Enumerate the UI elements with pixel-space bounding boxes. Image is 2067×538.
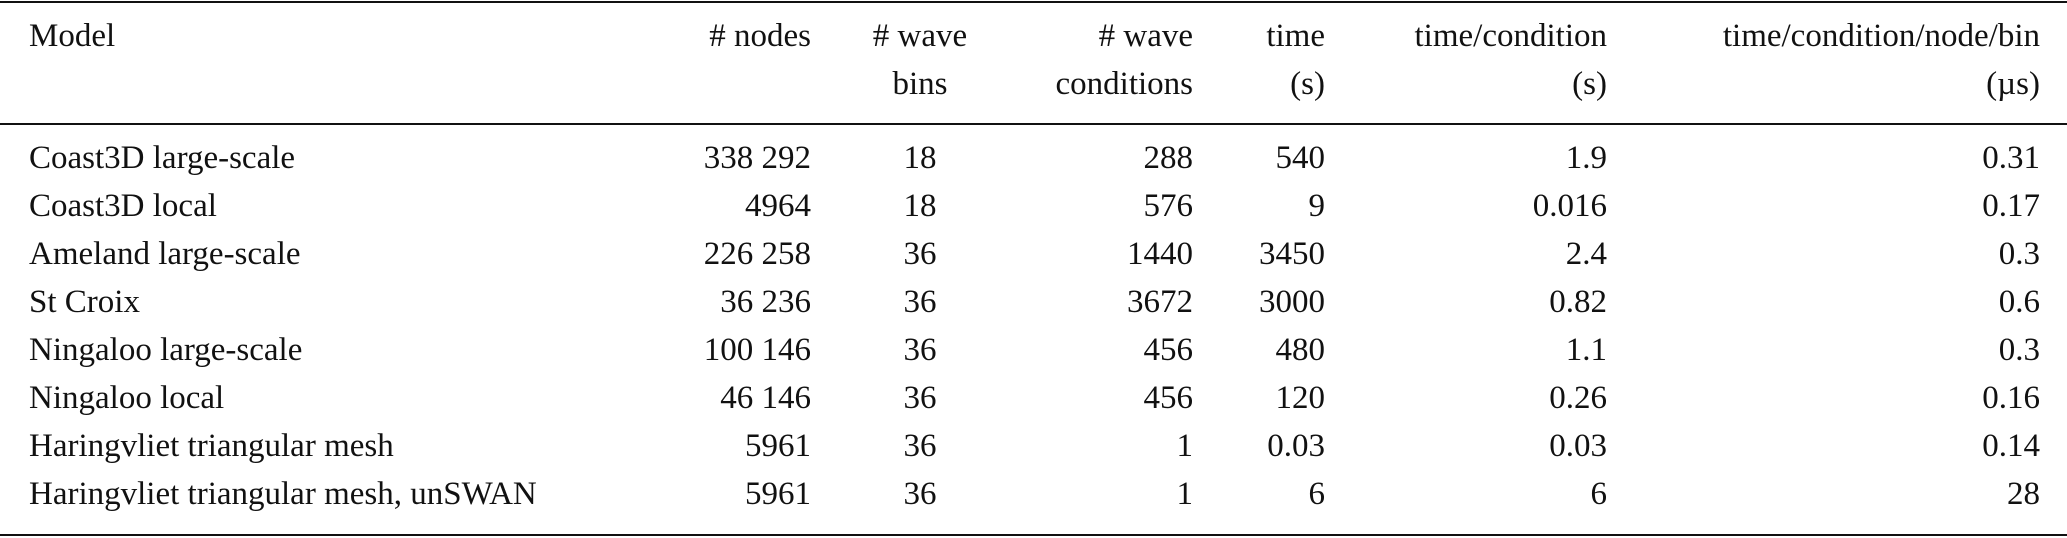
header-cell: time/condition/node/bin xyxy=(1722,18,2040,54)
data-cell: 0.17 xyxy=(1982,188,2040,224)
model-name: Coast3D large-scale xyxy=(29,140,296,176)
data-cell: 5961 xyxy=(745,476,811,512)
header-cell: (µs) xyxy=(1986,66,2040,102)
data-cell: 28 xyxy=(2007,476,2040,512)
data-cell: 0.6 xyxy=(1998,284,2040,320)
data-cell: 36 236 xyxy=(720,284,811,320)
data-cell: 18 xyxy=(903,140,937,176)
data-cell: 5961 xyxy=(745,428,811,464)
data-cell: 9 xyxy=(1308,188,1326,224)
header-cell: # nodes xyxy=(709,18,811,54)
data-cell: 46 146 xyxy=(720,380,811,416)
data-cell: 0.016 xyxy=(1532,188,1607,224)
data-cell: 3000 xyxy=(1259,284,1325,320)
data-cell: 0.03 xyxy=(1549,428,1607,464)
header-cell: (s) xyxy=(1572,66,1607,102)
data-cell: 6 xyxy=(1308,476,1326,512)
data-cell: 4964 xyxy=(745,188,811,224)
data-cell: 18 xyxy=(903,188,937,224)
model-name: Ameland large-scale xyxy=(29,236,301,272)
model-name: Ningaloo large-scale xyxy=(29,332,303,368)
model-name: Haringvliet triangular mesh, unSWAN xyxy=(29,476,537,512)
data-cell: 0.31 xyxy=(1982,140,2040,176)
data-cell: 1.1 xyxy=(1565,332,1607,368)
data-cell: 576 xyxy=(1143,188,1194,224)
data-cell: 36 xyxy=(903,380,937,416)
header-cell: # wave xyxy=(872,18,968,54)
top-rule xyxy=(0,1,2067,3)
data-cell: 0.16 xyxy=(1982,380,2040,416)
data-cell: 36 xyxy=(903,236,937,272)
model-name: Coast3D local xyxy=(29,188,217,224)
data-cell: 3450 xyxy=(1259,236,1325,272)
data-cell: 0.82 xyxy=(1549,284,1607,320)
data-cell: 3672 xyxy=(1127,284,1193,320)
model-name: Ningaloo local xyxy=(29,380,225,416)
data-cell: 1 xyxy=(1176,476,1194,512)
data-cell: 120 xyxy=(1275,380,1326,416)
header-cell: Model xyxy=(29,18,116,54)
data-cell: 338 292 xyxy=(703,140,811,176)
data-cell: 36 xyxy=(903,476,937,512)
header-cell: time xyxy=(1266,18,1325,54)
data-cell: 100 146 xyxy=(703,332,811,368)
data-cell: 36 xyxy=(903,332,937,368)
data-cell: 36 xyxy=(903,428,937,464)
data-cell: 6 xyxy=(1590,476,1608,512)
data-cell: 0.03 xyxy=(1267,428,1325,464)
data-cell: 480 xyxy=(1275,332,1326,368)
data-cell: 0.3 xyxy=(1998,236,2040,272)
data-cell: 2.4 xyxy=(1565,236,1607,272)
model-name: Haringvliet triangular mesh xyxy=(29,428,394,464)
header-cell: (s) xyxy=(1290,66,1325,102)
header-cell: conditions xyxy=(1055,66,1194,102)
header-rule xyxy=(0,123,2067,125)
bottom-rule xyxy=(0,534,2067,536)
data-cell: 1.9 xyxy=(1565,140,1607,176)
header-cell: time/condition xyxy=(1414,18,1607,54)
data-cell: 226 258 xyxy=(703,236,811,272)
data-cell: 456 xyxy=(1143,380,1194,416)
model-name: St Croix xyxy=(29,284,140,320)
data-cell: 0.3 xyxy=(1998,332,2040,368)
header-cell: bins xyxy=(892,66,948,102)
header-cell: # wave xyxy=(1098,18,1193,54)
data-cell: 540 xyxy=(1275,140,1326,176)
data-cell: 0.26 xyxy=(1549,380,1607,416)
data-cell: 1440 xyxy=(1127,236,1193,272)
data-cell: 288 xyxy=(1143,140,1194,176)
data-cell: 36 xyxy=(903,284,937,320)
data-cell: 1 xyxy=(1176,428,1194,464)
data-cell: 0.14 xyxy=(1982,428,2040,464)
data-cell: 456 xyxy=(1143,332,1194,368)
